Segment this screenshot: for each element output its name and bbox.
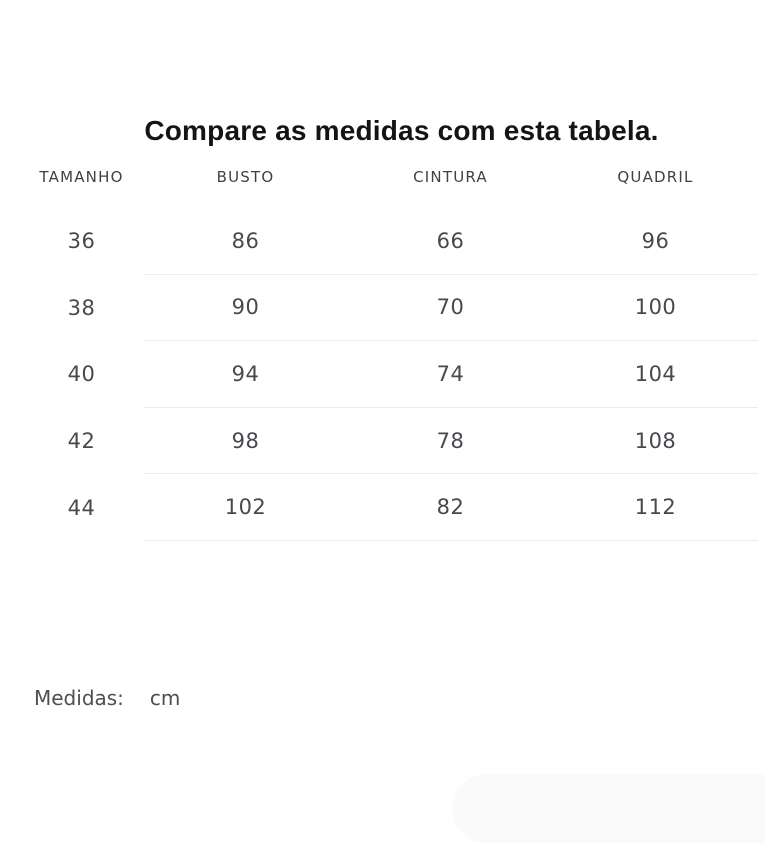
table-cell: 70 bbox=[348, 275, 553, 342]
table-cell: 38 bbox=[67, 295, 96, 320]
table-cell: 74 bbox=[348, 341, 553, 408]
table-cell: 96 bbox=[553, 208, 758, 275]
table-cell: 94 bbox=[143, 341, 348, 408]
table-cell: 104 bbox=[553, 341, 758, 408]
table-cell: 40 bbox=[67, 362, 96, 387]
column-header-tamanho: TAMANHO bbox=[39, 168, 124, 186]
table-cell: 78 bbox=[348, 408, 553, 475]
table-cell: 90 bbox=[143, 275, 348, 342]
table-cell: 44 bbox=[67, 495, 96, 520]
table-cell: 108 bbox=[553, 408, 758, 475]
table-cell: 100 bbox=[553, 275, 758, 342]
size-table: TAMANHO BUSTO CINTURA QUADRIL 36 86 66 9… bbox=[20, 146, 758, 541]
footer-label: Medidas: bbox=[34, 685, 124, 710]
table-cell: 98 bbox=[143, 408, 348, 475]
table-cell: 86 bbox=[143, 208, 348, 275]
column-header-cintura: CINTURA bbox=[413, 168, 488, 186]
table-cell: 102 bbox=[143, 474, 348, 541]
bottom-right-pill bbox=[452, 774, 765, 843]
page-title: Compare as medidas com esta tabela. bbox=[144, 115, 659, 146]
table-cell: 66 bbox=[348, 208, 553, 275]
table-cell: 82 bbox=[348, 474, 553, 541]
table-cell: 36 bbox=[67, 229, 96, 254]
table-cell: 112 bbox=[553, 474, 758, 541]
footer-unit: cm bbox=[149, 685, 181, 710]
column-header-busto: BUSTO bbox=[216, 168, 275, 186]
column-header-quadril: QUADRIL bbox=[617, 168, 694, 186]
table-cell: 42 bbox=[67, 429, 96, 454]
measurement-footer: Medidas: cm bbox=[34, 684, 765, 712]
